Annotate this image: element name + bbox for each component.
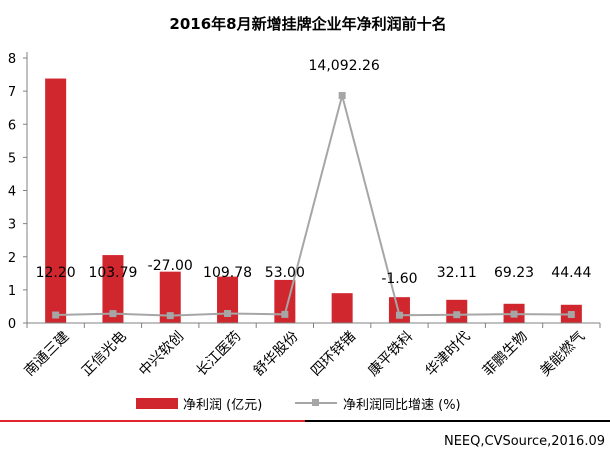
growth-data-labels: 12.20 103.79 -27.00 109.78 53.00 14,092.26 -1.… <box>36 58 592 287</box>
growth-data-label: 53.00 <box>265 265 305 281</box>
legend-swatch-marker <box>312 399 319 406</box>
y-tick-label: 8 <box>8 52 16 67</box>
chart-title: 2016年8月新增挂牌企业年净利润前十名 <box>169 15 446 33</box>
legend: 净利润 (亿元) 净利润同比增速 (%) <box>136 398 461 413</box>
legend-label-bar: 净利润 (亿元) <box>183 398 262 413</box>
bar <box>217 276 239 323</box>
growth-point <box>567 311 575 319</box>
growth-data-label: 69.23 <box>494 265 534 281</box>
bar <box>331 293 353 323</box>
growth-point <box>224 309 232 317</box>
growth-data-label: 103.79 <box>88 265 137 281</box>
growth-point <box>338 92 346 100</box>
growth-line-series <box>52 91 575 320</box>
y-tick-label: 6 <box>8 118 16 133</box>
category-label: 华津时代 <box>423 329 474 380</box>
legend-label-line: 净利润同比增速 (%) <box>343 398 461 413</box>
bar <box>102 255 124 323</box>
y-tick-label: 5 <box>8 151 16 166</box>
growth-data-label: 44.44 <box>551 265 591 281</box>
source-note: NEEQ,CVSource,2016.09 <box>444 434 605 449</box>
bars <box>45 78 582 323</box>
growth-point <box>395 311 403 319</box>
growth-data-label: -1.60 <box>381 271 417 287</box>
category-label: 舒华股份 <box>251 329 302 380</box>
legend-swatch-bar <box>136 398 178 409</box>
y-tick-label: 7 <box>8 85 16 100</box>
growth-data-label: 32.11 <box>437 265 477 281</box>
category-label: 菲鹏生物 <box>480 329 531 380</box>
y-tick-label: 2 <box>8 251 16 266</box>
growth-point <box>109 310 117 318</box>
category-label: 中兴软创 <box>136 329 187 380</box>
growth-line <box>55 91 572 317</box>
category-label: 正信光电 <box>79 329 130 380</box>
bar <box>45 78 67 323</box>
category-label: 四环锌锗 <box>308 329 359 380</box>
growth-point <box>453 311 461 319</box>
x-axis <box>26 322 601 328</box>
category-label: 康平铁科 <box>365 328 417 380</box>
growth-point <box>166 312 174 320</box>
y-tick-label: 1 <box>8 284 16 299</box>
category-label: 南通三建 <box>22 329 73 380</box>
growth-data-label: 12.20 <box>36 265 76 281</box>
growth-point <box>281 310 289 318</box>
category-labels: 南通三建 正信光电 中兴软创 长江医药 舒华股份 四环锌锗 康平铁科 华津时代 菲鹏生物 美能燃气 <box>22 328 589 380</box>
y-axis: 0 1 2 3 4 5 6 7 8 <box>8 52 28 332</box>
category-label: 美能燃气 <box>537 328 589 380</box>
growth-data-label: 14,092.26 <box>309 58 380 74</box>
growth-point <box>52 311 60 319</box>
bar <box>159 271 181 323</box>
y-tick-label: 0 <box>8 317 16 332</box>
category-label: 长江医药 <box>193 329 244 380</box>
y-tick-label: 3 <box>8 218 16 233</box>
y-tick-label: 4 <box>8 185 16 200</box>
growth-data-label: 109.78 <box>203 265 252 281</box>
growth-point <box>510 310 518 318</box>
growth-data-label: -27.00 <box>148 258 193 274</box>
bar <box>388 297 410 323</box>
